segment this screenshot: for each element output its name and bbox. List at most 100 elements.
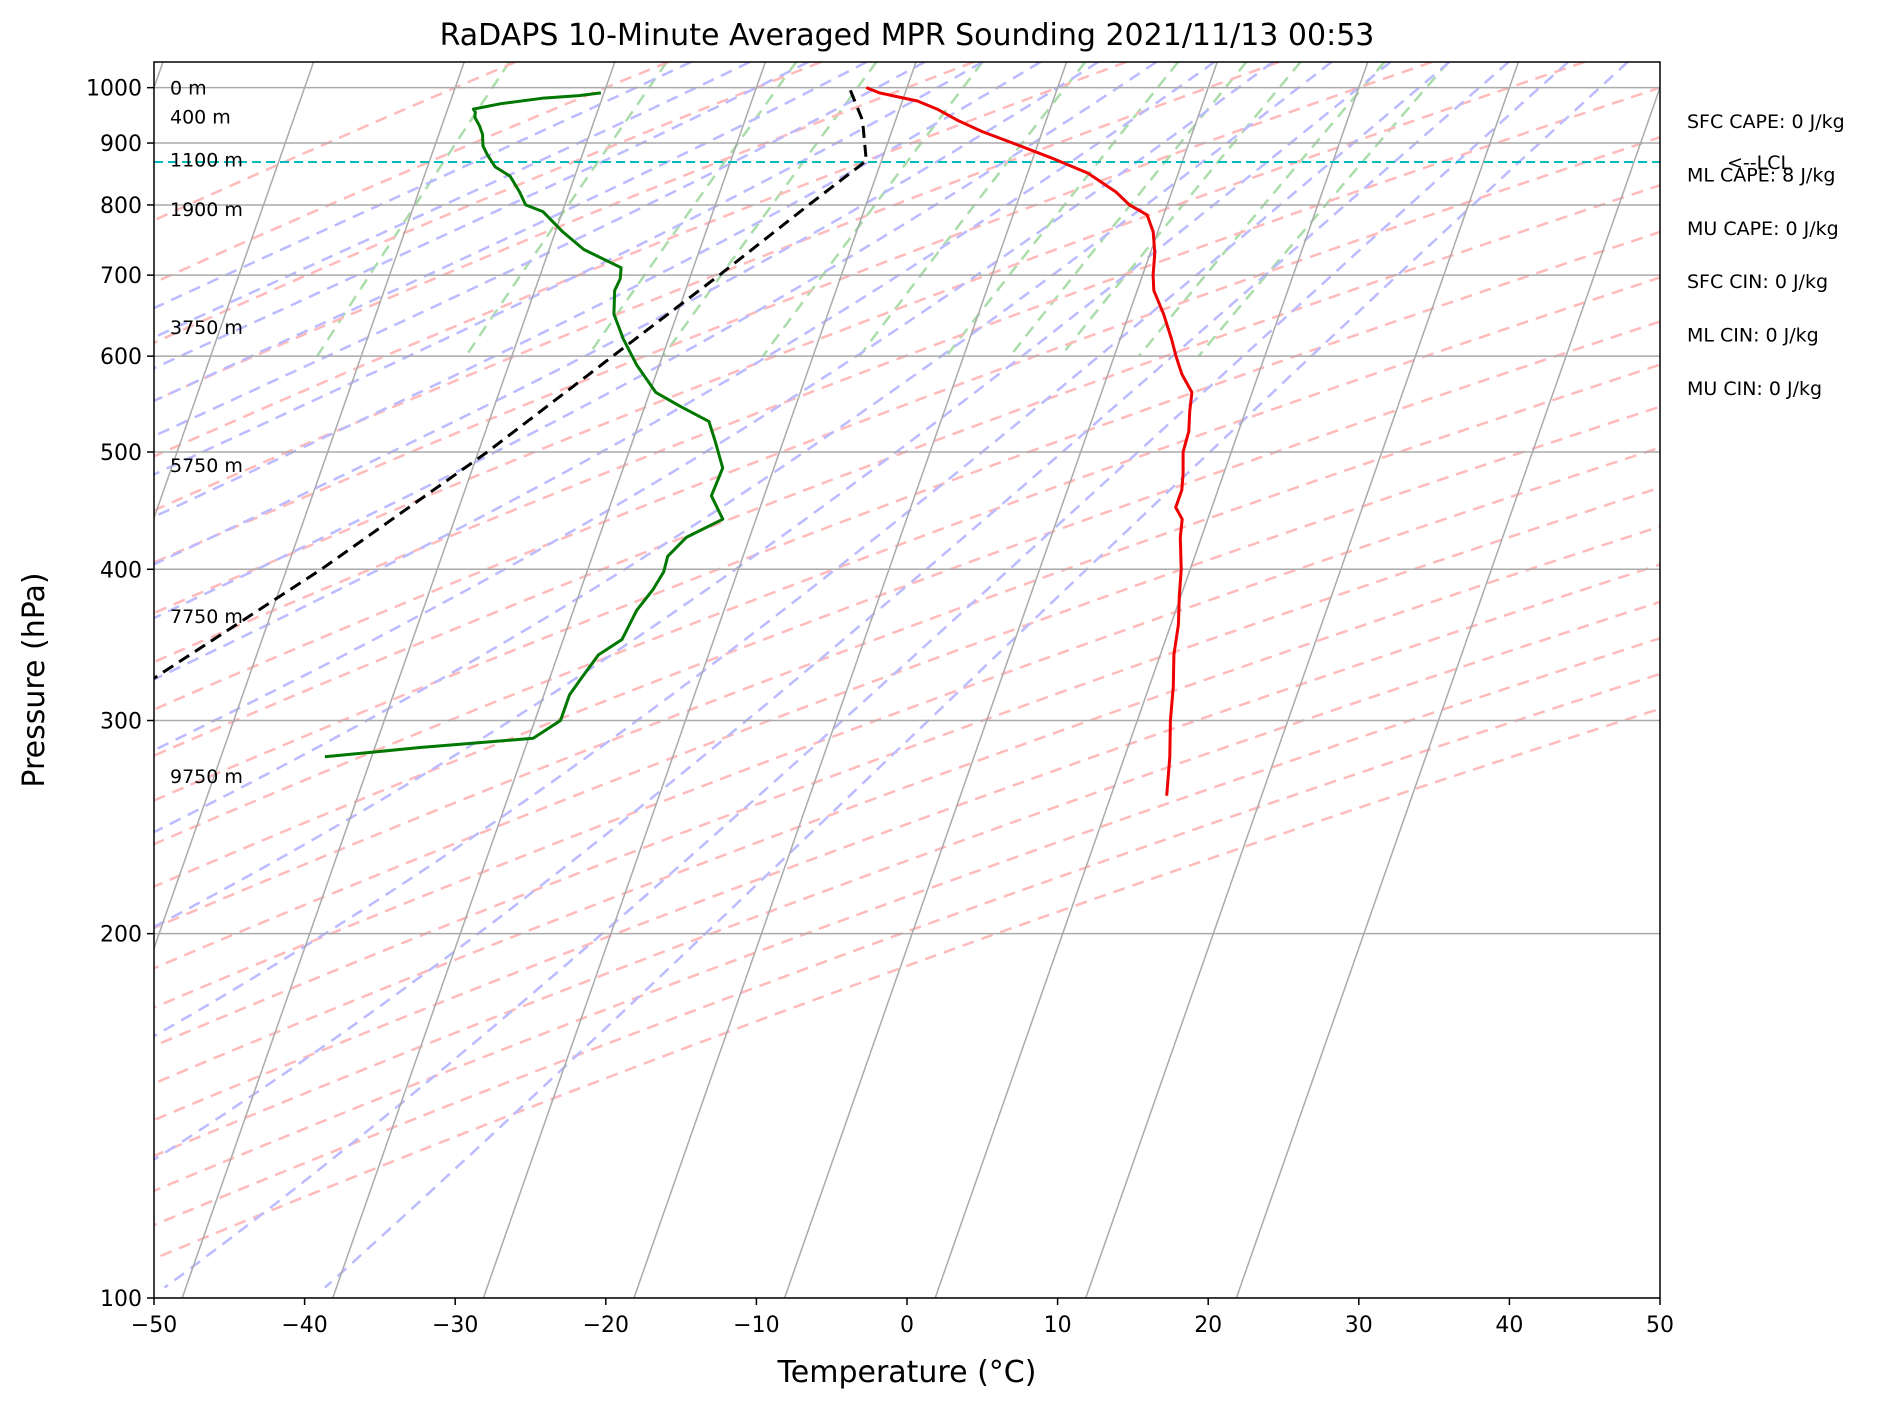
mixing-ratio-line: [1009, 62, 1248, 357]
mixing-ratio-line: [586, 62, 798, 357]
dry-adiabat: [154, 636, 1660, 1193]
x-tick-label: −40: [281, 1313, 327, 1338]
moist-adiabat: [163, 62, 1570, 1289]
annotation-text: SFC CIN: 0 J/kg: [1687, 271, 1828, 293]
moist-adiabat: [154, 62, 1333, 834]
dry-adiabat: [154, 320, 1660, 888]
x-tick-label: −20: [583, 1313, 629, 1338]
annotation-text: ML CIN: 0 J/kg: [1687, 325, 1819, 347]
moist-adiabat: [154, 62, 1216, 681]
x-tick-label: 10: [1044, 1313, 1072, 1338]
series-line-2: [324, 91, 725, 759]
x-tick-label: −10: [733, 1313, 779, 1338]
mixing-ratio-line: [858, 62, 1087, 357]
x-tick-label: 50: [1646, 1313, 1674, 1338]
x-tick-label: 40: [1495, 1313, 1523, 1338]
dry-adiabat: [154, 135, 1660, 711]
dry-adiabat: [154, 183, 1660, 757]
cape-cin-annotations: SFC CAPE: 0 J/kg ML CAPE: 8 J/kg MU CAPE: …: [1687, 111, 1845, 400]
height-label: 9750 m: [170, 766, 243, 788]
moist-adiabat: [154, 62, 1099, 566]
dry-adiabat: [154, 446, 1660, 1009]
y-tick-label: 300: [100, 710, 142, 735]
moist-adiabat: [154, 62, 1510, 1162]
dry-adiabat: [154, 405, 1660, 970]
y-tick-label: 100: [100, 1287, 142, 1312]
sounding-series: [154, 86, 1194, 796]
y-tick-label: 600: [100, 345, 142, 370]
series-line-3: [154, 89, 868, 681]
height-label: 5750 m: [170, 455, 243, 477]
mixing-ratio-line: [464, 62, 668, 357]
dry-adiabat: [154, 86, 1660, 664]
x-tick-label: 0: [900, 1313, 914, 1338]
isotherm-line: [1235, 85, 1660, 1298]
annotation-text: ML CAPE: 8 J/kg: [1687, 164, 1835, 186]
y-axis-ticks: 100 200 300 400 500 600 700 800 900 1000: [86, 77, 154, 1312]
moist-adiabat: [154, 62, 1042, 519]
height-label: 7750 m: [170, 606, 243, 628]
lcl-label: <--LCL: [1727, 152, 1791, 174]
y-axis-label: Pressure (hPa): [17, 572, 52, 787]
isotherm-line: [154, 62, 465, 951]
dry-adiabat: [154, 563, 1660, 1122]
mixing-ratio-line: [1137, 62, 1386, 357]
height-label: 0 m: [170, 78, 207, 100]
y-tick-label: 700: [100, 264, 142, 289]
background-lines: [154, 62, 1660, 1298]
moist-adiabat: [154, 62, 1158, 620]
height-label: 3750 m: [170, 317, 243, 339]
isotherm-line: [181, 62, 616, 1298]
x-tick-label: 30: [1345, 1313, 1373, 1338]
dry-adiabat: [154, 62, 1127, 458]
x-tick-label: −30: [432, 1313, 478, 1338]
moist-adiabat: [154, 62, 751, 339]
pressure-gridlines: [154, 86, 1660, 1298]
moist-adiabat: [154, 62, 868, 403]
isotherm-line: [1085, 62, 1520, 1298]
moist-adiabat: [154, 62, 1451, 1038]
annotation-text: MU CIN: 0 J/kg: [1687, 378, 1822, 400]
x-tick-label: 20: [1194, 1313, 1222, 1338]
mixing-ratio-line: [662, 62, 878, 357]
height-label: 1900 m: [170, 199, 243, 221]
isotherm-line: [154, 62, 315, 521]
isotherm-line: [482, 62, 917, 1298]
mixing-ratio-line: [1059, 62, 1302, 357]
x-axis-ticks: −50 −40 −30 −20 −10 0 10 20 30 40 50: [131, 1298, 1674, 1338]
y-tick-label: 900: [100, 132, 142, 157]
y-tick-label: 1000: [86, 77, 142, 102]
dry-adiabat: [154, 707, 1660, 1261]
mixing-ratio-line: [945, 62, 1180, 357]
y-tick-label: 800: [100, 194, 142, 219]
lcl-line: <--LCL: [154, 152, 1791, 174]
dry-adiabat: [154, 486, 1660, 1048]
dry-adiabat: [154, 363, 1660, 930]
isotherms: [154, 62, 1660, 1298]
isotherm-line: [783, 62, 1218, 1298]
dry-adiabat: [154, 600, 1660, 1158]
moist-adiabats: [154, 62, 1629, 1289]
x-tick-label: −50: [131, 1313, 177, 1338]
moist-adiabat: [154, 62, 1274, 752]
y-tick-label: 200: [100, 923, 142, 948]
isotherm-line: [934, 62, 1369, 1298]
annotation-text: MU CAPE: 0 J/kg: [1687, 218, 1839, 240]
dry-adiabat: [154, 62, 1280, 512]
x-axis-label: Temperature (°C): [777, 1355, 1037, 1390]
mixing-ratio-line: [1197, 62, 1450, 357]
annotation-text: SFC CAPE: 0 J/kg: [1687, 111, 1845, 133]
dry-adiabat: [154, 62, 669, 285]
series-line-1: [865, 86, 1194, 796]
y-tick-label: 400: [100, 558, 142, 583]
moist-adiabat: [154, 62, 926, 438]
height-label: 1100 m: [170, 150, 243, 172]
y-tick-label: 500: [100, 441, 142, 466]
dry-adiabat: [154, 525, 1660, 1085]
moist-adiabat: [154, 62, 692, 310]
mixing-ratio-line: [761, 62, 984, 357]
height-label: 400 m: [170, 106, 231, 128]
mixing-ratio-lines: [316, 62, 1450, 357]
moist-adiabat: [154, 62, 1392, 929]
